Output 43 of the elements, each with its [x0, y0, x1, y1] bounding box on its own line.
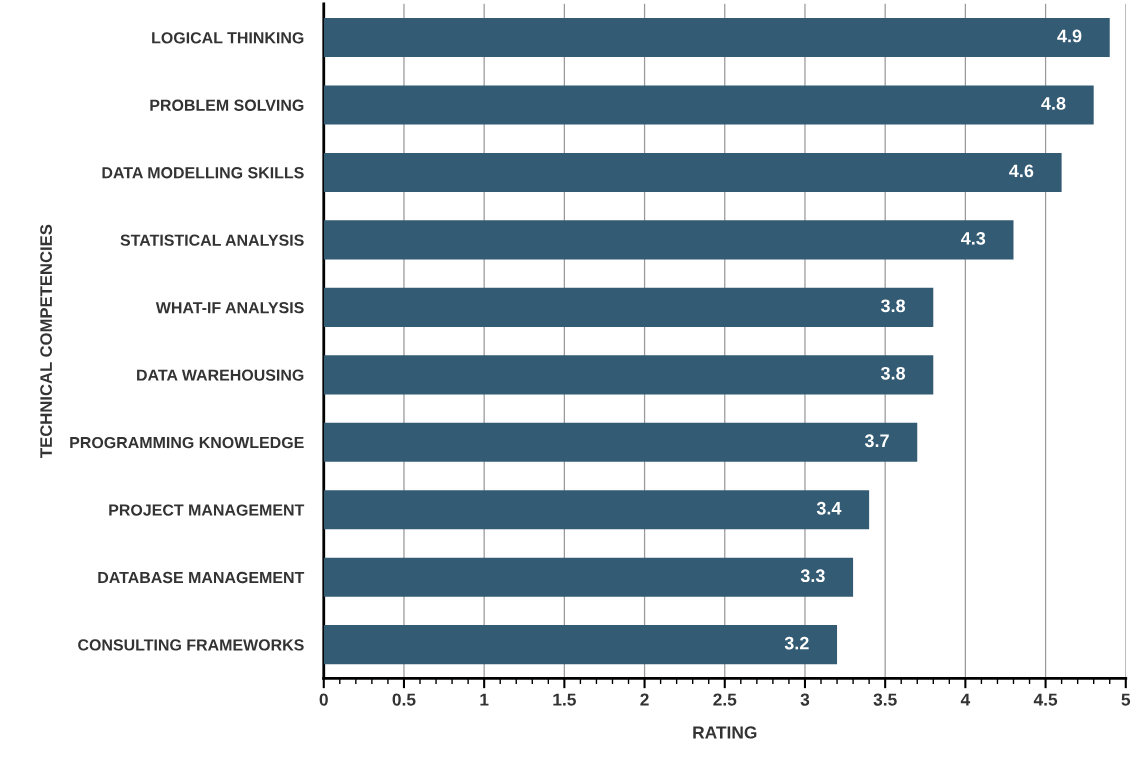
bar — [323, 287, 934, 327]
y-tick-label: DATA WAREHOUSING — [137, 369, 304, 381]
bar — [323, 557, 854, 597]
bar — [323, 355, 934, 395]
bar — [323, 17, 1110, 58]
data-label: 4.6 — [1009, 164, 1034, 178]
x-tick-label: 0 — [319, 693, 328, 706]
data-label: 3.4 — [816, 501, 842, 515]
y-tick-label: STATISTICAL ANALYSIS — [120, 234, 304, 246]
y-tick-label: DATABASE MANAGEMENT — [98, 571, 305, 584]
x-axis-title: RATING — [693, 726, 757, 739]
data-label: 3.8 — [880, 299, 906, 313]
bar — [323, 625, 838, 665]
y-tick-label: CONSULTING FRAMEWORKS — [78, 639, 304, 651]
x-tick-label: 3 — [800, 693, 810, 706]
bar — [323, 85, 1094, 125]
x-tick-label: 4.5 — [1033, 693, 1058, 706]
data-label: 4.9 — [1057, 29, 1082, 43]
x-tick-label: 5 — [1121, 693, 1131, 706]
y-axis-title: TECHNICAL COMPETENCIES — [40, 224, 52, 458]
data-label: 3.7 — [864, 434, 889, 448]
x-tick-label: 1.5 — [553, 693, 576, 706]
bar — [323, 220, 1014, 260]
y-tick-label: LOGICAL THINKING — [152, 32, 304, 44]
x-tick-label: 2.5 — [713, 693, 737, 706]
y-tick-label: WHAT-IF ANALYSIS — [155, 302, 304, 314]
data-label: 3.2 — [784, 636, 809, 650]
x-tick-label: 1 — [480, 693, 489, 706]
bar — [323, 152, 1062, 193]
data-label: 4.3 — [960, 231, 986, 245]
x-tick-label: 4 — [960, 693, 971, 706]
y-tick-label: PROJECT MANAGEMENT — [109, 504, 305, 516]
x-tick-label: 2 — [640, 693, 649, 706]
x-tick-label: 0.5 — [392, 693, 416, 706]
x-tick-label: 3.5 — [873, 693, 897, 706]
data-label: 4.8 — [1041, 97, 1066, 110]
y-tick-label: PROBLEM SOLVING — [150, 99, 304, 111]
y-tick-label: PROGRAMMING KNOWLEDGE — [70, 436, 304, 449]
data-label: 3.3 — [800, 569, 825, 583]
bar — [323, 490, 870, 530]
y-tick-label: DATA MODELLING SKILLS — [102, 167, 304, 179]
data-label: 3.8 — [880, 366, 906, 380]
bar — [323, 422, 918, 462]
